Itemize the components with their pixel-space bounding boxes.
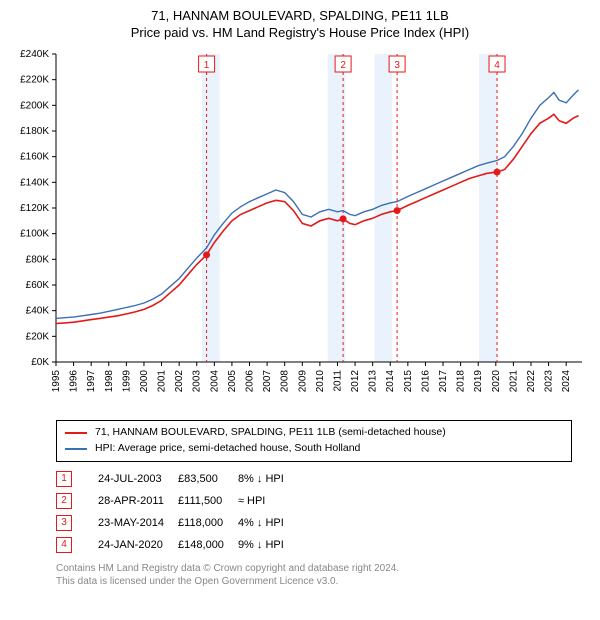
svg-text:2024: 2024 (561, 370, 572, 393)
svg-text:2003: 2003 (192, 370, 203, 393)
svg-text:2019: 2019 (473, 370, 484, 393)
svg-text:£180K: £180K (20, 126, 49, 137)
footer: Contains HM Land Registry data © Crown c… (56, 562, 572, 589)
legend-swatch (65, 448, 87, 450)
sales-row: 2 28-APR-2011£111,500≈ HPI (56, 490, 298, 512)
svg-text:£160K: £160K (20, 152, 49, 163)
sales-row: 1 24-JUL-2003£83,5008% ↓ HPI (56, 468, 298, 490)
sale-marker: 3 (56, 515, 72, 531)
svg-text:£100K: £100K (20, 229, 49, 240)
svg-text:2023: 2023 (544, 370, 555, 393)
sale-price: £83,500 (178, 468, 238, 490)
svg-text:1996: 1996 (69, 370, 80, 393)
sale-marker: 4 (56, 537, 72, 553)
svg-text:1: 1 (204, 60, 210, 71)
title-sub: Price paid vs. HM Land Registry's House … (10, 25, 590, 40)
svg-text:£0K: £0K (31, 357, 49, 368)
titles: 71, HANNAM BOULEVARD, SPALDING, PE11 1LB… (0, 0, 600, 44)
legend-label: HPI: Average price, semi-detached house,… (95, 441, 360, 457)
footer-line-1: Contains HM Land Registry data © Crown c… (56, 562, 572, 576)
sale-delta: 9% ↓ HPI (238, 534, 298, 556)
chart: £0K £20K £40K £60K £80K £100K £120K £140K £160K £… (0, 44, 600, 414)
sale-marker: 1 (56, 471, 72, 487)
svg-text:£120K: £120K (20, 203, 49, 214)
legend-swatch (65, 432, 87, 434)
svg-text:£80K: £80K (26, 254, 50, 265)
svg-text:2017: 2017 (438, 370, 449, 393)
sales-row: 4 24-JAN-2020£148,0009% ↓ HPI (56, 534, 298, 556)
svg-text:2016: 2016 (420, 370, 431, 393)
svg-text:3: 3 (394, 60, 400, 71)
svg-text:2013: 2013 (368, 370, 379, 393)
footer-line-2: This data is licensed under the Open Gov… (56, 575, 572, 589)
svg-text:£20K: £20K (26, 331, 50, 342)
svg-text:1997: 1997 (86, 370, 97, 393)
svg-text:2021: 2021 (508, 370, 519, 393)
sale-date: 23-MAY-2014 (98, 512, 178, 534)
svg-text:2005: 2005 (227, 370, 238, 393)
sale-delta: 8% ↓ HPI (238, 468, 298, 490)
svg-text:2010: 2010 (315, 370, 326, 393)
sale-marker: 2 (56, 493, 72, 509)
title-main: 71, HANNAM BOULEVARD, SPALDING, PE11 1LB (10, 8, 590, 23)
svg-text:2004: 2004 (209, 370, 220, 393)
sale-price: £148,000 (178, 534, 238, 556)
sales-table: 1 24-JUL-2003£83,5008% ↓ HPI 2 28-APR-2011£… (56, 468, 298, 556)
page: 71, HANNAM BOULEVARD, SPALDING, PE11 1LB… (0, 0, 600, 589)
svg-text:£60K: £60K (26, 280, 50, 291)
svg-text:£220K: £220K (20, 75, 49, 86)
sale-delta: ≈ HPI (238, 490, 298, 512)
svg-text:£140K: £140K (20, 177, 49, 188)
svg-text:2015: 2015 (403, 370, 414, 393)
sale-date: 24-JUL-2003 (98, 468, 178, 490)
legend-row: HPI: Average price, semi-detached house,… (65, 441, 563, 457)
svg-text:1995: 1995 (51, 370, 62, 393)
svg-text:2: 2 (340, 60, 346, 71)
svg-text:2009: 2009 (297, 370, 308, 393)
svg-text:2006: 2006 (245, 370, 256, 393)
svg-text:£200K: £200K (20, 100, 49, 111)
svg-text:£40K: £40K (26, 306, 50, 317)
sale-delta: 4% ↓ HPI (238, 512, 298, 534)
svg-text:4: 4 (494, 60, 500, 71)
svg-text:2022: 2022 (526, 370, 537, 393)
legend-label: 71, HANNAM BOULEVARD, SPALDING, PE11 1LB… (95, 425, 446, 441)
sale-price: £118,000 (178, 512, 238, 534)
svg-text:2011: 2011 (332, 370, 343, 392)
chart-svg: £0K £20K £40K £60K £80K £100K £120K £140K £160K £… (0, 44, 600, 414)
sale-date: 24-JAN-2020 (98, 534, 178, 556)
sale-price: £111,500 (178, 490, 238, 512)
legend-row: 71, HANNAM BOULEVARD, SPALDING, PE11 1LB… (65, 425, 563, 441)
svg-text:1999: 1999 (121, 370, 132, 393)
svg-text:2014: 2014 (385, 370, 396, 393)
svg-text:2008: 2008 (280, 370, 291, 393)
svg-text:2020: 2020 (491, 370, 502, 393)
sale-date: 28-APR-2011 (98, 490, 178, 512)
svg-text:2007: 2007 (262, 370, 273, 393)
svg-text:£240K: £240K (20, 49, 49, 60)
svg-text:2000: 2000 (139, 370, 150, 393)
sales-row: 3 23-MAY-2014£118,0004% ↓ HPI (56, 512, 298, 534)
svg-text:2012: 2012 (350, 370, 361, 393)
legend: 71, HANNAM BOULEVARD, SPALDING, PE11 1LB… (56, 420, 572, 462)
svg-text:2001: 2001 (157, 370, 168, 393)
svg-text:1998: 1998 (104, 370, 115, 393)
svg-text:2002: 2002 (174, 370, 185, 393)
svg-text:2018: 2018 (456, 370, 467, 393)
